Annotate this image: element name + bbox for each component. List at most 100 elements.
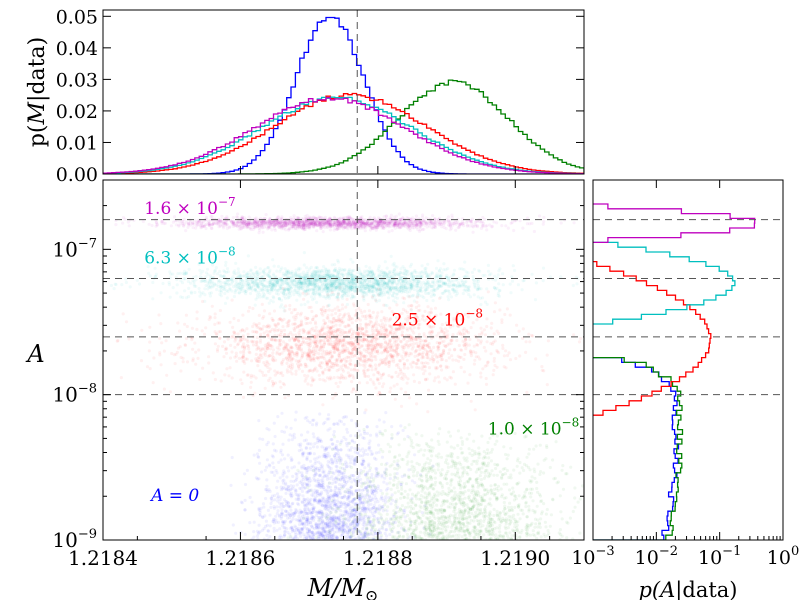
scatter-point bbox=[248, 495, 252, 499]
scatter-point bbox=[329, 517, 333, 521]
scatter-point bbox=[340, 316, 344, 321]
scatter-point bbox=[350, 512, 354, 516]
scatter-point bbox=[375, 377, 380, 381]
scatter-point bbox=[412, 361, 416, 365]
scatter-point bbox=[315, 525, 319, 529]
scatter-point bbox=[531, 334, 535, 338]
scatter-point bbox=[372, 373, 376, 377]
scatter-point bbox=[317, 518, 321, 522]
scatter-point bbox=[423, 369, 427, 373]
scatter-point bbox=[328, 532, 332, 536]
scatter-point bbox=[537, 521, 542, 525]
scatter-point bbox=[255, 340, 259, 344]
scatter-point bbox=[389, 386, 393, 390]
scatter-point bbox=[442, 330, 446, 335]
scatter-point bbox=[364, 510, 368, 514]
scatter-point bbox=[476, 531, 480, 535]
scatter-point bbox=[247, 347, 251, 351]
scatter-point bbox=[262, 527, 266, 531]
scatter-point bbox=[268, 524, 272, 528]
scatter-point bbox=[342, 513, 347, 517]
scatter-point bbox=[262, 537, 266, 540]
scatter-point bbox=[267, 369, 271, 374]
scatter-point bbox=[413, 481, 417, 485]
scatter-point bbox=[260, 302, 264, 306]
scatter-point bbox=[515, 323, 519, 327]
scatter-point bbox=[411, 470, 415, 474]
scatter-point bbox=[305, 357, 309, 361]
scatter-point bbox=[439, 517, 443, 521]
scatter-point bbox=[455, 470, 460, 474]
scatter-point bbox=[504, 349, 508, 353]
scatter-point bbox=[374, 457, 378, 461]
scatter-point bbox=[353, 450, 357, 454]
scatter-point bbox=[319, 530, 323, 534]
scatter-point bbox=[272, 529, 276, 533]
scatter-point bbox=[437, 347, 441, 351]
scatter-point bbox=[395, 467, 399, 471]
scatter-point bbox=[406, 493, 410, 497]
scatter-point bbox=[280, 453, 285, 457]
scatter-point bbox=[265, 523, 269, 527]
scatter-point bbox=[320, 535, 324, 539]
scatter-point bbox=[335, 465, 339, 469]
scatter-point bbox=[417, 381, 421, 385]
scatter-point bbox=[140, 328, 144, 332]
scatter-point bbox=[511, 516, 515, 520]
scatter-point bbox=[516, 457, 520, 461]
scatter-point bbox=[501, 343, 505, 347]
scatter-point bbox=[367, 494, 372, 498]
scatter-point bbox=[348, 535, 352, 539]
scatter-point bbox=[413, 533, 417, 537]
scatter-point bbox=[430, 529, 434, 533]
scatter-point bbox=[329, 524, 333, 528]
scatter-point bbox=[421, 469, 425, 473]
scatter-point bbox=[387, 374, 391, 378]
scatter-point bbox=[283, 471, 287, 475]
scatter-point bbox=[338, 526, 342, 530]
scatter-point bbox=[362, 501, 367, 505]
scatter-point bbox=[403, 515, 407, 519]
scatter-point bbox=[428, 475, 432, 479]
scatter-point bbox=[543, 520, 548, 524]
scatter-point bbox=[300, 479, 304, 483]
scatter-point bbox=[467, 494, 471, 498]
scatter-point bbox=[346, 495, 350, 499]
scatter-point bbox=[452, 530, 456, 534]
scatter-point bbox=[373, 493, 377, 497]
scatter-point bbox=[367, 322, 371, 326]
scatter-point bbox=[501, 509, 506, 513]
scatter-point bbox=[503, 525, 507, 529]
scatter-point bbox=[347, 503, 351, 507]
scatter-point bbox=[351, 492, 355, 496]
scatter-point bbox=[390, 493, 394, 497]
scatter-point bbox=[376, 516, 380, 520]
scatter-point bbox=[325, 331, 329, 335]
scatter-point bbox=[361, 488, 365, 492]
scatter-point bbox=[305, 455, 309, 459]
scatter-point bbox=[357, 443, 361, 447]
scatter-point bbox=[426, 502, 430, 506]
chirp-mass-hist-6-3e-8 bbox=[103, 96, 584, 174]
scatter-point bbox=[299, 534, 303, 539]
scatter-point bbox=[243, 532, 247, 537]
scatter-point bbox=[365, 330, 369, 334]
scatter-point bbox=[511, 513, 516, 518]
scatter-point bbox=[302, 525, 306, 529]
scatter-point bbox=[450, 472, 454, 476]
scatter-point bbox=[531, 533, 535, 537]
scatter-point bbox=[305, 331, 310, 335]
scatter-point bbox=[432, 345, 436, 349]
scatter-point bbox=[302, 533, 306, 537]
scatter-point bbox=[335, 493, 339, 497]
scatter-point bbox=[307, 508, 311, 512]
scatter-point bbox=[309, 489, 313, 493]
scatter-point bbox=[294, 472, 298, 476]
scatter-point bbox=[333, 458, 337, 462]
scatter-point bbox=[245, 327, 249, 331]
scatter-point bbox=[375, 490, 379, 494]
scatter-point bbox=[370, 511, 374, 515]
scatter-point bbox=[353, 497, 357, 501]
scatter-point bbox=[346, 526, 350, 530]
top-y-tick-label: 0.05 bbox=[56, 6, 98, 28]
